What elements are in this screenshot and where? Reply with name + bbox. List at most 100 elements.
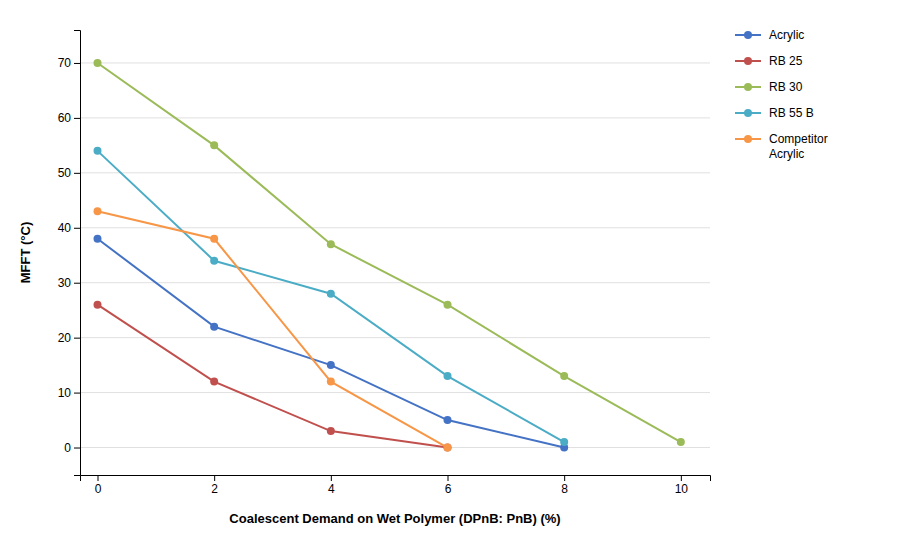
legend: Acrylic RB 25 RB 30 RB 55 B CompetitorAcryli… (735, 28, 828, 160)
grid (80, 63, 710, 448)
tick: 0 (95, 475, 102, 496)
series-line (98, 305, 448, 448)
tick-label: 20 (58, 331, 72, 345)
point (444, 444, 452, 452)
tick-label: 0 (64, 441, 71, 455)
tick-label: 30 (58, 276, 72, 290)
point (94, 59, 102, 67)
tick-mark (74, 448, 80, 449)
point (444, 416, 452, 424)
plot: 0 2 4 6 8 10 0 10 20 30 40 50 60 70 (58, 31, 711, 496)
tick: 0 (64, 441, 80, 455)
tick-mark (331, 475, 332, 481)
tick-mark (681, 475, 682, 481)
tick-label: 40 (58, 221, 72, 235)
tick-mark (74, 338, 80, 339)
tick-mark (448, 475, 449, 481)
legend-label: Acrylic (769, 28, 804, 42)
series-line (98, 239, 565, 448)
legend-item: Acrylic (735, 28, 804, 42)
legend-item: RB 55 B (735, 106, 814, 120)
tick-label: 0 (95, 482, 102, 496)
legend-label: CompetitorAcrylic (769, 132, 828, 160)
point (327, 361, 335, 369)
grid-line (80, 392, 710, 393)
tick-label: 60 (58, 111, 72, 125)
tick-mark (74, 173, 80, 174)
point (677, 438, 685, 446)
legend-item: CompetitorAcrylic (735, 132, 828, 160)
legend-marker (744, 83, 752, 91)
point (210, 323, 218, 331)
tick-label: 4 (328, 482, 335, 496)
point (94, 207, 102, 215)
x-axis: 0 2 4 6 8 10 (81, 475, 711, 496)
series-line (98, 63, 681, 442)
tick-label: 2 (211, 482, 218, 496)
axis-line (81, 476, 711, 482)
tick: 70 (58, 56, 80, 70)
tick-label: 50 (58, 166, 72, 180)
marks (94, 59, 685, 452)
point (444, 444, 452, 452)
point (210, 257, 218, 265)
tick-label: 10 (675, 482, 689, 496)
x-axis-title: Coalescent Demand on Wet Polymer (DPnB: … (229, 511, 560, 526)
tick: 50 (58, 166, 80, 180)
series-line (98, 151, 565, 442)
series-line (98, 211, 448, 447)
tick-mark (98, 475, 99, 481)
point (327, 240, 335, 248)
legend-label: RB 55 B (769, 106, 814, 120)
tick-mark (74, 63, 80, 64)
point (94, 147, 102, 155)
tick: 6 (445, 475, 452, 496)
tick: 20 (58, 331, 80, 345)
point (327, 378, 335, 386)
tick: 40 (58, 221, 80, 235)
tick: 60 (58, 111, 80, 125)
legend-item: RB 30 (735, 80, 803, 94)
tick: 8 (561, 475, 568, 496)
point (210, 235, 218, 243)
point (560, 438, 568, 446)
tick: 2 (211, 475, 218, 496)
point (444, 372, 452, 380)
point (560, 372, 568, 380)
legend-marker (744, 109, 752, 117)
legend-label: RB 30 (769, 80, 803, 94)
tick-mark (74, 228, 80, 229)
legend-marker (744, 57, 752, 65)
y-axis: 0 10 20 30 40 50 60 70 (58, 31, 81, 476)
tick-label: 70 (58, 56, 72, 70)
point (94, 235, 102, 243)
tick-mark (564, 475, 565, 481)
tick-mark (74, 283, 80, 284)
grid-line (80, 62, 710, 63)
chart: 0 2 4 6 8 10 0 10 20 30 40 50 60 70 Coalescent Demand … (0, 0, 900, 550)
point (210, 141, 218, 149)
tick: 4 (328, 475, 335, 496)
tick-label: 6 (445, 482, 452, 496)
axis-line (74, 31, 81, 476)
tick-label: 10 (58, 386, 72, 400)
legend-label: RB 25 (769, 54, 803, 68)
point (94, 301, 102, 309)
legend-marker (744, 135, 752, 143)
point (444, 301, 452, 309)
point (327, 290, 335, 298)
grid-line (80, 447, 710, 448)
legend-item: RB 25 (735, 54, 803, 68)
tick-mark (214, 475, 215, 481)
grid-line (80, 172, 710, 173)
tick-label: 8 (561, 482, 568, 496)
grid-line (80, 227, 710, 228)
point (210, 378, 218, 386)
y-axis-title: MFFT (°C) (18, 222, 33, 284)
tick-mark (74, 118, 80, 119)
point (327, 427, 335, 435)
tick: 30 (58, 276, 80, 290)
grid-line (80, 282, 710, 283)
tick-mark (74, 393, 80, 394)
tick: 10 (675, 475, 689, 496)
